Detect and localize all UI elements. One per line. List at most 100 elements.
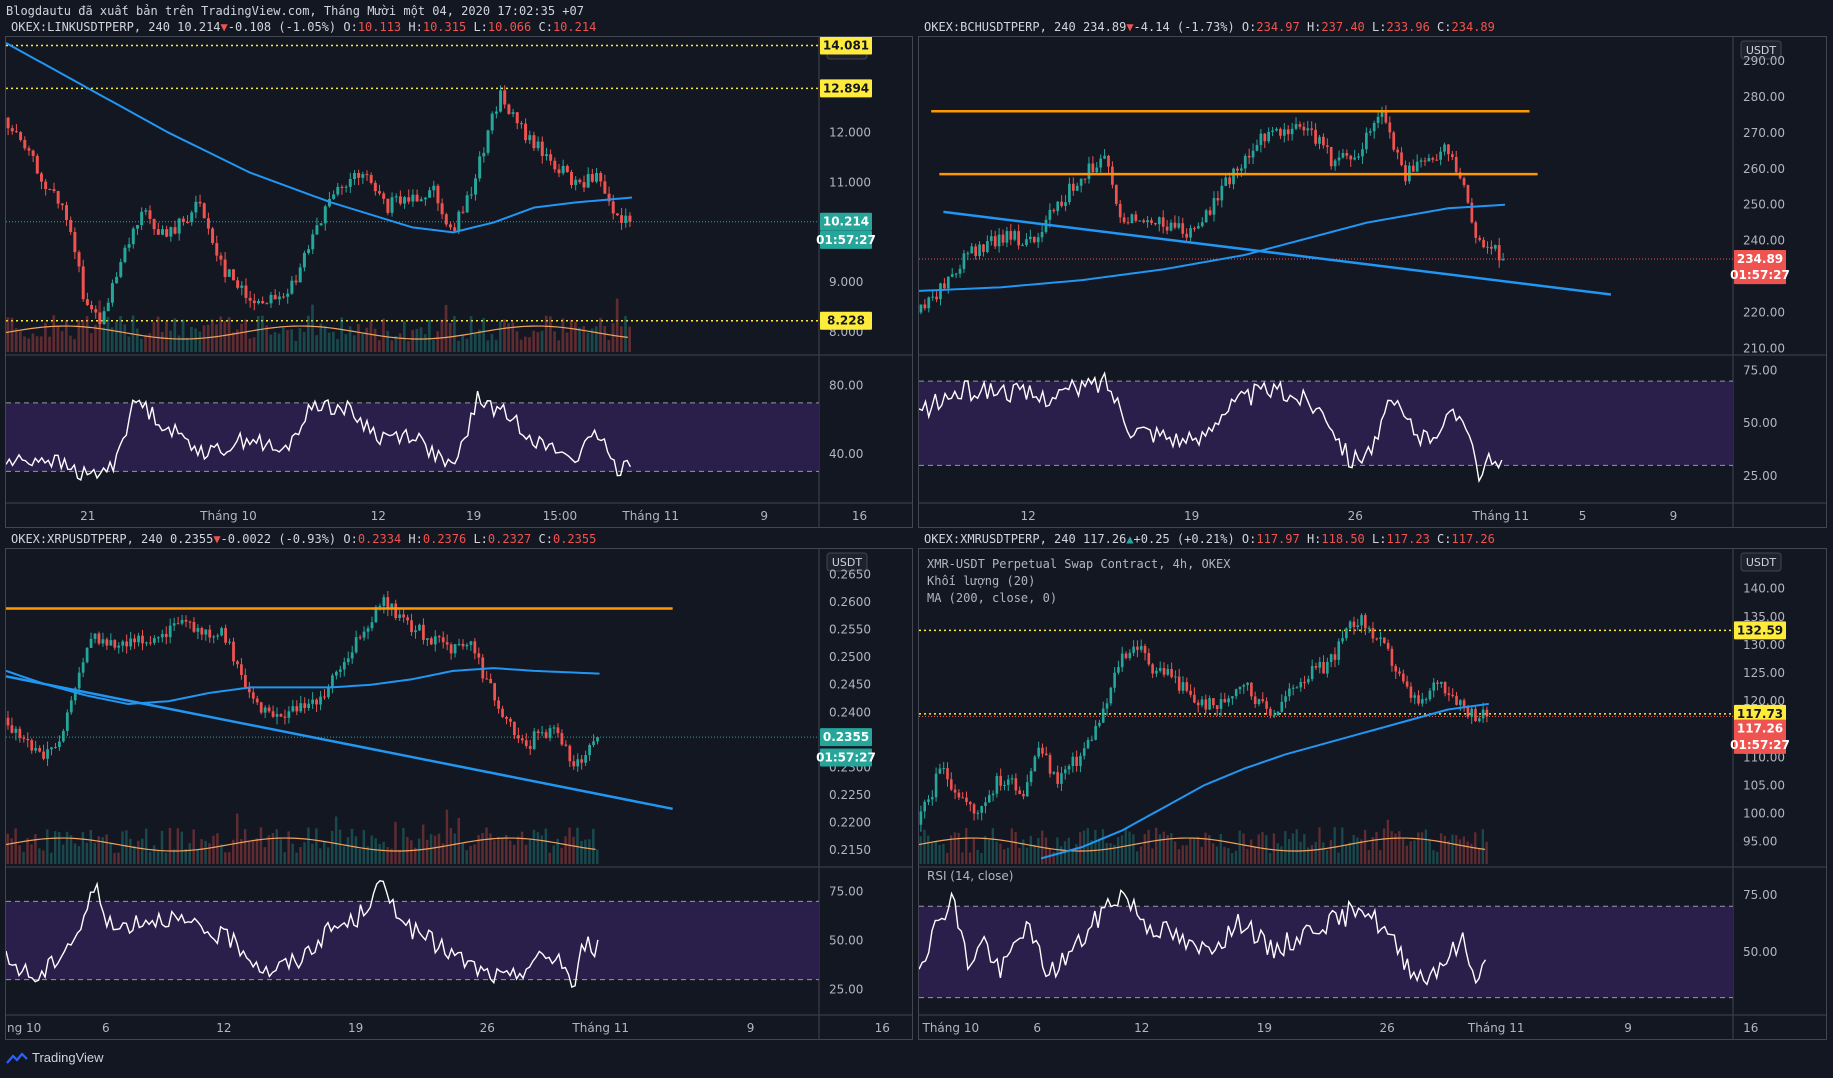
trendline[interactable] (943, 210, 1612, 296)
time-tick-label: 12 (216, 1021, 231, 1035)
legend-c-value: 0.2355 (552, 532, 597, 546)
legend-change: -4.14 (-1.73%) (1133, 20, 1242, 34)
price-axis-label: 01:57:27 (816, 230, 876, 249)
price-tick-label: 260.00 (1743, 162, 1785, 176)
rsi-line (6, 880, 599, 989)
price-tick-label: 240.00 (1743, 234, 1785, 248)
time-tick-label: 19 (466, 509, 481, 523)
legend-arrow: ▼ (1126, 20, 1134, 34)
ma-200-line[interactable] (919, 203, 1506, 292)
chart-frame: USDT12.00011.0009.0008.00080.0040.0021Th… (5, 36, 913, 528)
svg-text:01:57:27: 01:57:27 (816, 751, 876, 765)
chart-panel-xrp[interactable]: OKEX:XRPUSDTPERP, 240 0.2355▼-0.0022 (-0… (5, 532, 913, 1040)
price-axis-label: 01:57:27 (1730, 266, 1790, 285)
footer: TradingView (6, 1050, 104, 1065)
rsi-band (6, 402, 819, 472)
legend-symbol: OKEX:XRPUSDTPERP, 240 (11, 532, 170, 546)
volume-ma-line (6, 837, 596, 852)
legend-l-label: L: (1364, 532, 1387, 546)
time-tick-label: Tháng 11 (1467, 1021, 1525, 1035)
price-tick-label: 280.00 (1743, 90, 1785, 104)
svg-text:01:57:27: 01:57:27 (1730, 268, 1790, 282)
price-tick-label: 135.00 (1743, 610, 1785, 624)
legend-o-label: O: (343, 20, 358, 34)
ma-200-line[interactable] (6, 42, 633, 234)
rsi-tick-label: 75.00 (829, 885, 863, 899)
candlesticks (6, 590, 599, 772)
svg-text:14.081: 14.081 (823, 38, 869, 52)
chart-panel-xmr[interactable]: OKEX:XMRUSDTPERP, 240 117.26▲+0.25 (+0.2… (918, 532, 1827, 1040)
legend-symbol: OKEX:LINKUSDTPERP, 240 (11, 20, 178, 34)
price-tick-label: 11.000 (829, 176, 871, 190)
legend-last: 10.214 (177, 20, 221, 34)
price-tick-label: 130.00 (1743, 638, 1785, 652)
time-tick-label: 26 (480, 1021, 495, 1035)
ma-200-line[interactable] (1040, 702, 1489, 860)
svg-text:12.894: 12.894 (823, 81, 869, 95)
legend-h-value: 0.2376 (422, 532, 467, 546)
ma-200-line[interactable] (6, 667, 600, 705)
legend-symbol: OKEX:XMRUSDTPERP, 240 (924, 532, 1083, 546)
legend-o-value: 10.113 (357, 20, 402, 34)
price-tick-label: 9.000 (829, 275, 863, 289)
currency-badge[interactable]: USDT (1740, 40, 1782, 60)
currency-badge[interactable]: USDT (1740, 552, 1782, 572)
candlesticks (919, 105, 1505, 315)
chart-svg[interactable]: USDT140.00135.00130.00125.00120.00115.00… (919, 549, 1827, 1040)
time-tick-label: 19 (1184, 509, 1199, 523)
currency-label: USDT (1746, 556, 1777, 569)
legend-h-value: 118.50 (1321, 532, 1365, 546)
chart-panel-link[interactable]: OKEX:LINKUSDTPERP, 240 10.214▼-0.108 (-1… (5, 20, 913, 528)
legend-change: -0.0022 (-0.93%) (220, 532, 344, 546)
time-tick-label: 9 (747, 1021, 755, 1035)
legend-h-label: H: (401, 532, 423, 546)
price-tick-label: 100.00 (1743, 806, 1785, 820)
legend-last: 234.89 (1082, 20, 1127, 34)
price-axis-label: 117.26 (1734, 719, 1786, 738)
time-tick-label: 6 (102, 1021, 110, 1035)
svg-text:117.26: 117.26 (1737, 722, 1783, 736)
legend-o-value: 0.2334 (357, 532, 402, 546)
price-tick-label: 105.00 (1743, 778, 1785, 792)
rsi-tick-label: 50.00 (829, 934, 863, 948)
legend-c-value: 10.214 (552, 20, 597, 34)
legend-change: -0.108 (-1.05%) (227, 20, 344, 34)
legend-o-label: O: (343, 532, 358, 546)
svg-text:234.89: 234.89 (1737, 252, 1783, 266)
time-tick-label: 15:00 (543, 509, 578, 523)
legend-l-value: 0.2327 (487, 532, 532, 546)
time-tick-label: 21 (80, 509, 95, 523)
time-tick-label: 9 (1670, 509, 1678, 523)
rsi-tick-label: 75.00 (1743, 888, 1777, 902)
time-tick-label: 19 (348, 1021, 363, 1035)
price-tick-label: 0.2450 (829, 678, 871, 692)
svg-text:01:57:27: 01:57:27 (1730, 738, 1790, 752)
legend-o-label: O: (1241, 20, 1257, 34)
time-tick-label: Tháng 10 (922, 1021, 980, 1035)
candlesticks (6, 85, 632, 329)
price-tick-label: 0.2250 (829, 788, 871, 802)
legend-o-value: 234.97 (1256, 20, 1300, 34)
time-tick-label: 16 (852, 509, 867, 523)
svg-text:117.73: 117.73 (1737, 707, 1783, 721)
svg-text:0.2355: 0.2355 (823, 730, 869, 744)
tradingview-logo-icon (6, 1051, 28, 1064)
price-tick-label: 250.00 (1743, 198, 1785, 212)
symbol-legend: OKEX:BCHUSDTPERP, 240 234.89▼-4.14 (-1.7… (924, 20, 1495, 34)
svg-text:01:57:27: 01:57:27 (816, 233, 876, 247)
rsi-tick-label: 50.00 (1743, 945, 1777, 959)
chart-svg[interactable]: USDT12.00011.0009.0008.00080.0040.0021Th… (6, 37, 913, 528)
legend-l-value: 10.066 (487, 20, 532, 34)
price-tick-label: 120.00 (1743, 694, 1785, 708)
currency-badge[interactable]: USDT (826, 552, 868, 572)
footer-logo-text: TradingView (32, 1050, 104, 1065)
trendline[interactable] (6, 675, 673, 811)
price-axis-label: 132.59 (1734, 621, 1786, 640)
price-tick-label: 0.2550 (829, 622, 871, 636)
rsi-tick-label: 75.00 (1743, 364, 1777, 378)
price-axis-label: 10.214 (820, 212, 872, 231)
chart-panel-bch[interactable]: OKEX:BCHUSDTPERP, 240 234.89▼-4.14 (-1.7… (918, 20, 1827, 528)
price-axis-label: 01:57:27 (1730, 735, 1790, 754)
